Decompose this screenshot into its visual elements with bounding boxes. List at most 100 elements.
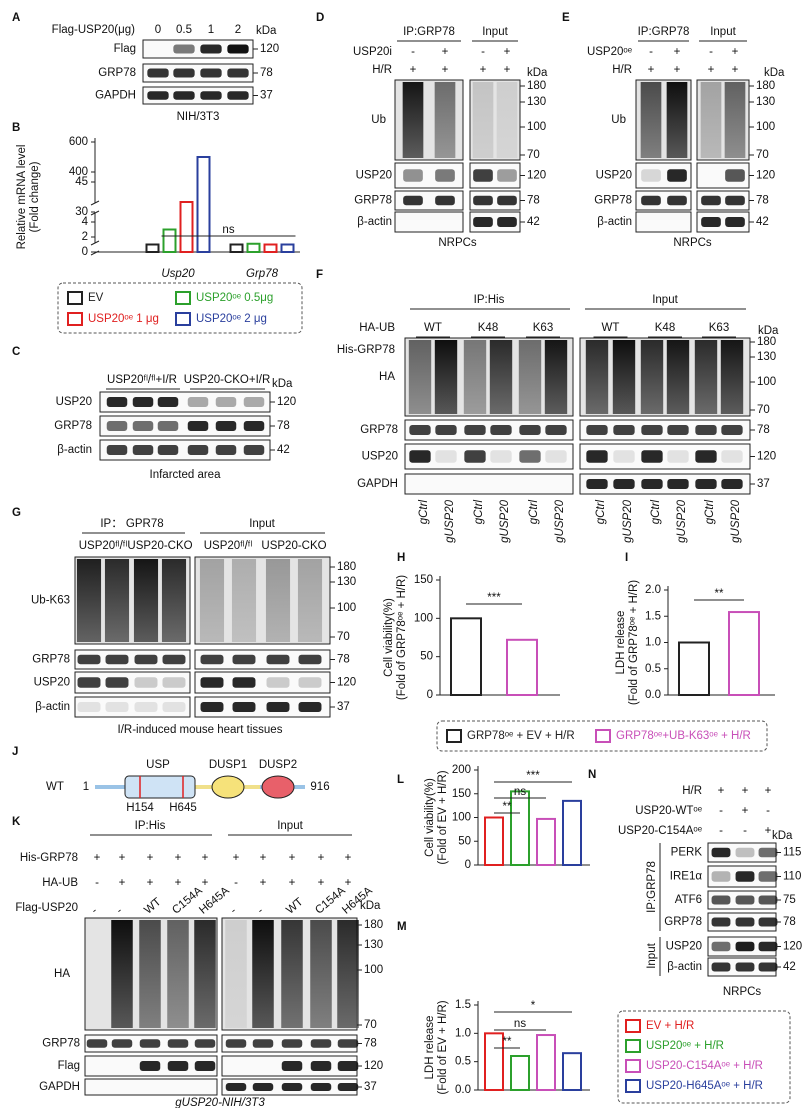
smear [700, 82, 722, 158]
band [435, 450, 457, 463]
band [613, 479, 635, 489]
label: + [765, 785, 772, 797]
label: + [260, 852, 267, 864]
band [490, 450, 512, 463]
legend-swatch [175, 291, 191, 305]
smear [585, 340, 609, 414]
label: USP20ᶠˡ/ᶠˡ [204, 540, 253, 552]
label: 1 [83, 781, 89, 793]
legend-swatch [446, 729, 462, 743]
label: + [442, 64, 449, 76]
label: WT [424, 322, 442, 334]
y-tick-label: 50 [420, 651, 433, 663]
bar [678, 641, 710, 696]
label: 0.5 [176, 24, 192, 36]
band [758, 962, 778, 972]
label: + [260, 877, 267, 889]
kda-marker: 100 [757, 376, 776, 388]
band [139, 1061, 161, 1071]
dusp1-domain [211, 775, 245, 799]
label: H645A [197, 885, 232, 917]
kda-marker: 70 [364, 1019, 377, 1031]
band [225, 1039, 247, 1048]
row-label: PERK [671, 847, 703, 859]
band [490, 425, 512, 435]
label: - [95, 877, 99, 889]
row-label: GRP78 [54, 420, 92, 432]
band [298, 654, 322, 665]
label: Infarcted area [150, 469, 222, 481]
dusp2-domain [261, 775, 295, 799]
kda-marker: 70 [337, 631, 350, 643]
band [667, 479, 689, 489]
legend-swatch [67, 291, 83, 305]
kda-marker: 42 [756, 216, 769, 228]
band [519, 425, 541, 435]
kda-marker: 120 [277, 396, 296, 408]
row-label: β-actin [667, 961, 702, 973]
label: 2 [235, 24, 241, 36]
treatment-label: USP20ᵒᵉ [587, 46, 632, 58]
kda-marker: 37 [364, 1081, 377, 1093]
label: - [228, 905, 239, 917]
label: + [410, 64, 417, 76]
bar [506, 638, 538, 696]
band [200, 44, 222, 54]
row-label: GAPDH [95, 90, 136, 102]
bar [562, 1052, 582, 1091]
y-tick-label: 0.0 [455, 1084, 471, 1096]
band [106, 397, 128, 407]
band [711, 847, 731, 858]
kda-marker: 130 [527, 96, 546, 108]
band [243, 421, 265, 431]
band [711, 871, 731, 882]
label: USP [146, 759, 170, 771]
label: WT [284, 896, 305, 917]
band [298, 677, 322, 688]
lane-label: gCtrl [650, 500, 662, 525]
band [187, 421, 209, 431]
label: 916 [310, 781, 329, 793]
band [106, 421, 128, 431]
lane-label: gUSP20 [499, 499, 511, 542]
label: - [743, 825, 747, 837]
smear [337, 920, 359, 1028]
label: + [480, 64, 487, 76]
panel-letter: N [588, 769, 596, 781]
smear [86, 920, 108, 1028]
panel-letter: A [12, 12, 20, 24]
smear [402, 82, 424, 158]
band [200, 91, 222, 100]
band [105, 702, 129, 712]
label: 1 [208, 24, 214, 36]
blot-frame [579, 443, 751, 470]
band [298, 702, 322, 712]
band [711, 962, 731, 972]
label: WT [602, 322, 620, 334]
label: + [289, 877, 296, 889]
legend-label: GRP78ᵒᵉ+UB-K63ᵒᵉ + H/R [616, 730, 751, 742]
row-label: GRP78 [354, 195, 392, 207]
x-tick-label: Grp78 [246, 268, 279, 280]
band [232, 702, 256, 712]
y-tick-label: 0.0 [645, 689, 661, 701]
label: kDa [272, 378, 293, 390]
y-tick-label: 1.5 [455, 999, 471, 1011]
band [105, 677, 129, 688]
label: - [719, 805, 723, 817]
kda-marker: 110 [783, 871, 801, 883]
label: - [411, 46, 415, 58]
label: - [766, 805, 770, 817]
smear [167, 920, 189, 1028]
band [725, 195, 745, 206]
header: Input [482, 26, 508, 38]
y-tick-label: 600 [69, 136, 88, 148]
band [194, 1039, 216, 1048]
band [337, 1061, 359, 1071]
bar [196, 156, 211, 253]
band [266, 654, 290, 665]
kda-marker: 42 [277, 444, 290, 456]
label: H645 [169, 802, 197, 814]
label: K48 [655, 322, 675, 334]
band [167, 1039, 189, 1048]
